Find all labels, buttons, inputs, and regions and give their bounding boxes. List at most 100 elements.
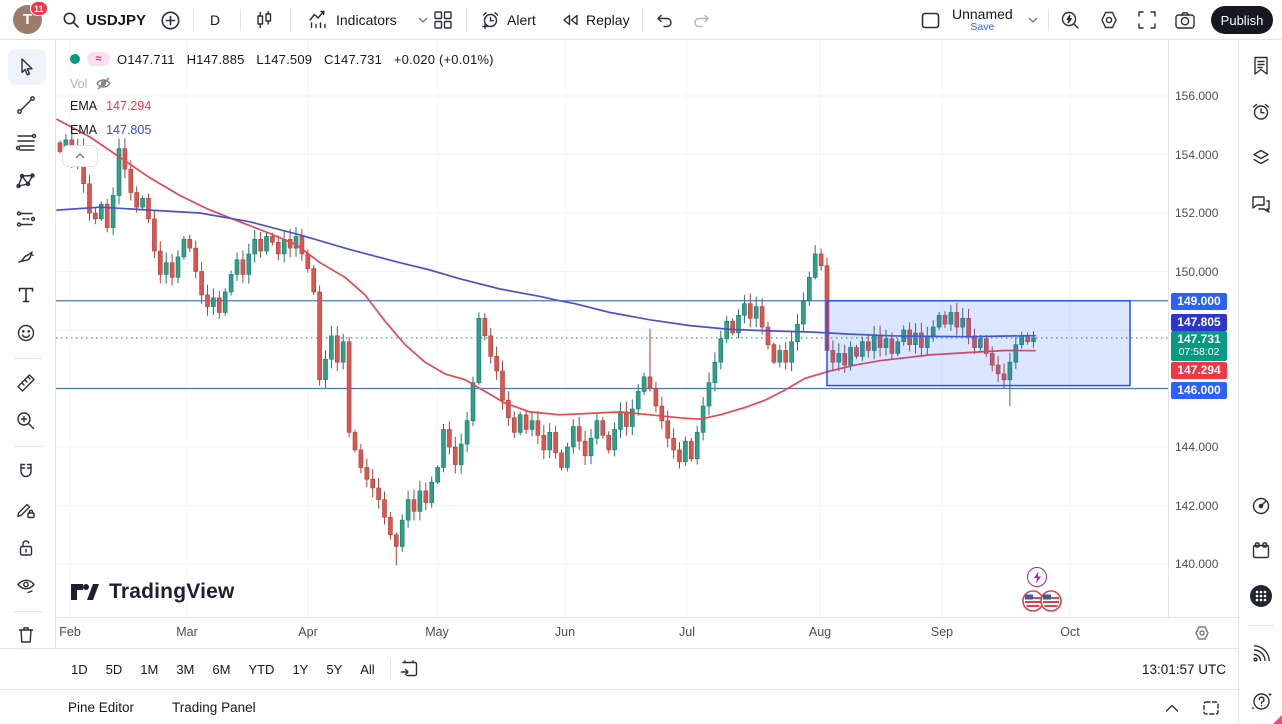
xabcd-pattern-tool[interactable] xyxy=(15,170,37,192)
legend-collapse-button[interactable] xyxy=(62,145,98,167)
top-toolbar: T 11 USDJPY D Indicators xyxy=(0,0,1282,40)
price-badge: 149.000 xyxy=(1171,292,1227,310)
screener-button[interactable] xyxy=(1250,495,1272,517)
redo-button[interactable] xyxy=(692,0,712,40)
undo-button[interactable] xyxy=(654,0,674,40)
lock-icon xyxy=(19,540,33,556)
right-sidebar xyxy=(1238,40,1282,724)
time-axis-month: Jul xyxy=(679,625,695,639)
us-flag-icon xyxy=(1022,590,1044,612)
eye-hidden-icon[interactable] xyxy=(95,75,112,92)
emoji-tool[interactable] xyxy=(15,322,37,344)
calendar-button[interactable] xyxy=(1250,540,1272,562)
ruler-tool[interactable] xyxy=(15,372,37,394)
quick-search-button[interactable] xyxy=(1060,0,1081,40)
bottom-tabs-bar: Pine Editor Trading Panel xyxy=(0,689,1238,724)
screenshot-button[interactable] xyxy=(1174,0,1196,40)
publish-button[interactable]: Publish xyxy=(1211,6,1273,34)
screener-target-icon xyxy=(1252,497,1270,515)
projection-tool[interactable] xyxy=(15,208,37,230)
notification-badge: 11 xyxy=(30,1,48,16)
text-tool[interactable] xyxy=(15,284,37,306)
magnet-tool[interactable] xyxy=(15,461,37,483)
save-link[interactable]: Save xyxy=(970,20,995,33)
apps-button[interactable] xyxy=(1250,585,1272,607)
corner-notification-triangle[interactable] xyxy=(1273,715,1282,724)
watchlist-button[interactable] xyxy=(1250,55,1272,77)
toolbar-divider xyxy=(389,659,391,679)
range-button-3m[interactable]: 3M xyxy=(176,661,195,677)
trend-line-tool[interactable] xyxy=(15,94,37,116)
bottom-toolbar: 1D 5D 1M 3M 6M YTD 1Y 5Y All 13:01:57 UTC xyxy=(0,648,1238,689)
help-button[interactable] xyxy=(1250,689,1272,711)
date-range-buttons: 1D 5D 1M 3M 6M YTD 1Y 5Y All xyxy=(64,658,382,681)
panel-expand-chevron-icon[interactable] xyxy=(1164,702,1180,714)
cursor-tool[interactable] xyxy=(15,56,37,78)
settings-button[interactable] xyxy=(1098,0,1120,40)
compare-add-button[interactable] xyxy=(160,0,181,40)
ema-label: EMA xyxy=(70,123,98,137)
chat-button[interactable] xyxy=(1250,193,1272,215)
lightning-event-icon[interactable] xyxy=(1027,567,1047,587)
help-icon xyxy=(1251,692,1272,710)
panel-maximize-icon[interactable] xyxy=(1202,700,1220,716)
brush-tool[interactable] xyxy=(15,246,37,268)
tradingview-watermark: TradingView xyxy=(70,580,235,604)
range-button-1d[interactable]: 1D xyxy=(71,661,88,677)
indicators-button[interactable]: Indicators xyxy=(308,0,429,40)
fullscreen-button[interactable] xyxy=(1137,0,1157,40)
go-to-date-icon[interactable] xyxy=(399,659,419,679)
layout-menu[interactable]: Unnamed Save xyxy=(952,0,1039,40)
chevron-down-icon xyxy=(418,17,427,23)
trash-icon xyxy=(18,627,34,643)
fib-retracement-tool[interactable] xyxy=(15,132,37,154)
chart-canvas[interactable] xyxy=(56,40,1168,618)
bottom-tabs: Pine Editor Trading Panel xyxy=(68,700,256,715)
legend-squiggle-pill[interactable]: ≈ xyxy=(87,52,110,66)
price-axis[interactable]: 156.000 154.000 152.000 150.000 144.000 142.0… xyxy=(1168,40,1238,617)
volume-legend: Vol xyxy=(70,75,112,92)
lock-tool[interactable] xyxy=(15,537,37,559)
alert-clock-icon xyxy=(482,11,499,29)
ruler-icon xyxy=(17,374,35,392)
hide-drawings-tool[interactable] xyxy=(15,575,37,597)
drawing-edit-tool[interactable] xyxy=(15,499,37,521)
vol-label: Vol xyxy=(70,76,88,91)
time-axis[interactable]: Feb Mar Apr May Jun Jul Aug Sep Oct xyxy=(0,617,1238,648)
time-axis-month: Apr xyxy=(298,625,318,639)
layout-grid-button[interactable] xyxy=(433,0,453,40)
price-axis-tick: 150.000 xyxy=(1175,264,1219,279)
symbol-search-button[interactable]: USDJPY xyxy=(62,0,146,40)
zoom-in-tool[interactable] xyxy=(15,410,37,432)
range-button-1m[interactable]: 1M xyxy=(140,661,159,677)
calendar-icon xyxy=(1252,542,1270,559)
market-status-dot[interactable] xyxy=(70,54,80,64)
replay-button[interactable]: Replay xyxy=(560,0,630,40)
interval-button[interactable]: D xyxy=(210,0,220,40)
alerts-button[interactable] xyxy=(1250,101,1272,123)
toolbar-divider xyxy=(14,611,42,612)
indicators-label: Indicators xyxy=(336,12,397,28)
projection-icon xyxy=(16,211,36,227)
range-button-5y[interactable]: 5Y xyxy=(326,661,343,677)
tab-trading-panel[interactable]: Trading Panel xyxy=(172,699,256,715)
trash-tool[interactable] xyxy=(15,624,37,646)
range-button-6m[interactable]: 6M xyxy=(212,661,231,677)
text-icon xyxy=(18,287,34,303)
range-button-all[interactable]: All xyxy=(360,661,375,677)
price-axis-tick: 154.000 xyxy=(1175,147,1219,162)
save-layout-checkbox[interactable] xyxy=(921,0,940,40)
range-button-1y[interactable]: 1Y xyxy=(292,661,309,677)
symbol-name: USDJPY xyxy=(86,11,147,29)
range-button-5d[interactable]: 5D xyxy=(105,661,123,677)
tab-pine-editor[interactable]: Pine Editor xyxy=(68,699,135,715)
object-tree-button[interactable] xyxy=(1250,147,1272,169)
axis-settings-gear-icon[interactable] xyxy=(1193,624,1211,642)
economic-event-flags[interactable] xyxy=(1022,590,1062,612)
streams-button[interactable] xyxy=(1250,643,1272,665)
alert-button[interactable]: Alert xyxy=(480,0,536,40)
range-button-ytd[interactable]: YTD xyxy=(248,661,275,677)
server-clock[interactable]: 13:01:57 UTC xyxy=(1141,662,1226,677)
chart-style-button[interactable] xyxy=(254,0,274,40)
